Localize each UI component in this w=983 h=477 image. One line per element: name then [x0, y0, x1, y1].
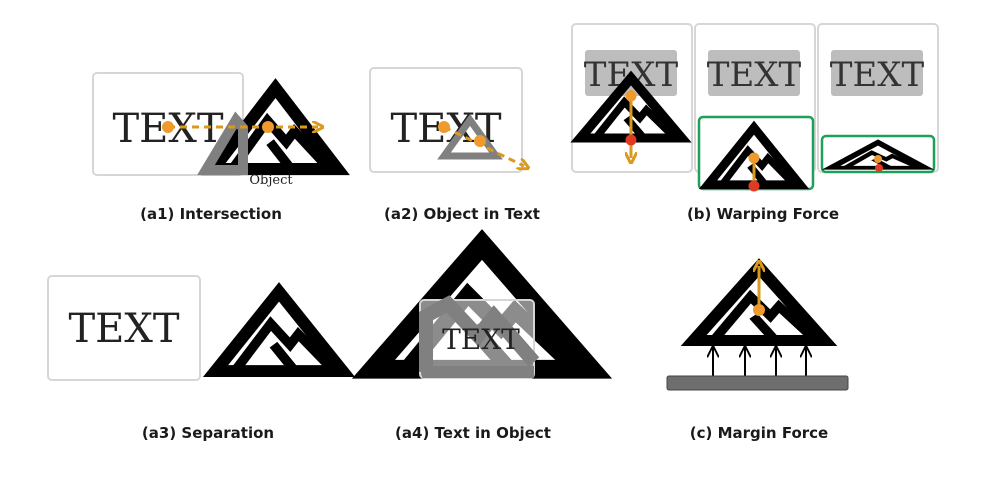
object-center-dot	[748, 152, 760, 164]
text-fill	[831, 50, 923, 96]
object-center-dot	[262, 121, 274, 133]
overlap-ridge	[419, 295, 540, 372]
panel-a3-separation: TEXT (a3) Separation	[47, 275, 343, 442]
caption-a1: (a1) Intersection	[140, 205, 282, 223]
contact-dot	[625, 134, 637, 146]
box-text: TEXT	[707, 55, 802, 95]
caption-a4: (a4) Text in Object	[395, 424, 551, 442]
text-box	[369, 67, 523, 173]
object-label: Object	[249, 173, 293, 188]
text-fill	[708, 50, 800, 96]
text-fill	[585, 50, 677, 96]
panel-a2-object-in-text: TEXT (a2) Object in Text	[369, 67, 540, 223]
caption-a3: (a3) Separation	[142, 424, 274, 442]
contact-dot	[748, 180, 760, 192]
panel-a1-intersection: TEXT Object (a1) Intersection	[92, 72, 338, 223]
force-arrow	[443, 125, 524, 166]
text-box	[47, 275, 201, 381]
mountain-icon	[216, 292, 343, 371]
object-center-dot	[474, 135, 486, 147]
caption-c: (c) Margin Force	[690, 424, 828, 442]
object-center-dot	[874, 155, 882, 163]
caption-b: (b) Warping Force	[687, 205, 839, 223]
box-text: TEXT	[442, 323, 520, 356]
object-center-dot	[625, 90, 637, 102]
text-center-dot	[438, 121, 450, 133]
caption-a2: (a2) Object in Text	[384, 205, 540, 223]
contact-dot	[875, 164, 883, 172]
box-text: TEXT	[830, 55, 925, 95]
panel-b-warping-force: TEXT TEXT TEXT (b) Warping Force	[571, 23, 939, 223]
box-text: TEXT	[68, 306, 179, 352]
object-center-dot	[753, 304, 765, 316]
ground-bar	[666, 375, 849, 391]
panel-a4-text-in-object: TEXT (a4) Text in Object	[373, 244, 590, 442]
panel-c-margin-force: (c) Margin Force	[666, 266, 849, 442]
text-center-dot	[162, 121, 174, 133]
